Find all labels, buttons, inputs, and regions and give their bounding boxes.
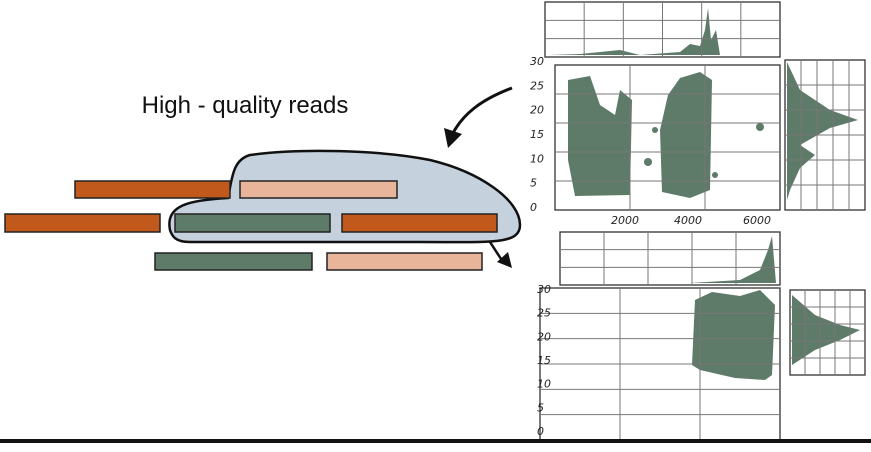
cluster-arrow-head [497, 252, 512, 268]
y-tick-label: 30 [537, 283, 551, 296]
y-tick-label: 5 [537, 401, 544, 414]
y-tick-label: 15 [537, 354, 551, 367]
read [326, 252, 483, 271]
read [239, 180, 398, 199]
top-density [548, 8, 720, 55]
read [4, 213, 161, 233]
y-tick-label: 0 [537, 425, 544, 438]
y-tick-label: 0 [530, 201, 537, 214]
right-marginal [789, 289, 866, 376]
read [74, 180, 231, 199]
x-tick-label: 2000 [611, 214, 639, 227]
y-tick-label: 5 [530, 177, 537, 190]
point [712, 172, 718, 178]
top-density [690, 236, 776, 283]
plot: 30 25 20 15 10 5 0 [537, 231, 866, 441]
pointer-arrow-head [444, 128, 462, 148]
read [174, 213, 331, 233]
y-tick-label: 15 [530, 128, 544, 141]
x-tick-label: 4000 [674, 214, 702, 227]
y-tick-label: 25 [537, 307, 551, 320]
x-tick-label: 6000 [743, 214, 771, 227]
pointer-arrow [450, 86, 513, 136]
top-marginal [559, 231, 781, 286]
y-tick-label: 20 [530, 104, 544, 117]
point [652, 127, 658, 133]
main-panel [554, 64, 781, 211]
point [644, 158, 652, 166]
right-density [792, 295, 860, 365]
y-tick-label: 25 [530, 79, 544, 92]
read [341, 213, 498, 233]
read [154, 252, 313, 271]
y-tick-label: 10 [530, 152, 544, 165]
right-density [787, 62, 858, 200]
cluster [692, 290, 775, 380]
point [756, 123, 764, 131]
reads-label: High - quality reads [142, 92, 349, 119]
y-tick-label: 10 [537, 378, 551, 391]
plot: 30 25 20 15 10 5 0 2000 4000 6000 [530, 1, 866, 227]
cluster [660, 72, 712, 198]
reads [4, 180, 498, 271]
cluster [568, 76, 632, 196]
y-tick-label: 30 [530, 55, 544, 68]
y-tick-label: 20 [537, 330, 551, 343]
